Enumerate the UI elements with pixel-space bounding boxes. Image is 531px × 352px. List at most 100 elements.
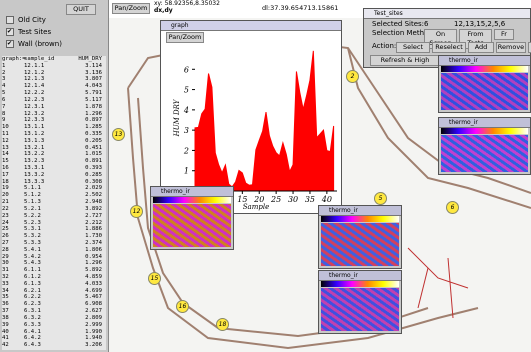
refresh-button[interactable]: Refresh & High <box>370 55 440 66</box>
table-cell: 6.4.1 <box>24 328 41 335</box>
label: Selection Method <box>372 29 433 37</box>
table-cell: 1.878 <box>85 103 102 110</box>
action-button[interactable]: Add <box>468 42 494 53</box>
map-label: 18 <box>216 318 229 331</box>
table-cell: 22 <box>2 205 9 212</box>
checkbox-label: Test Sites <box>18 28 52 36</box>
dxdy: dx,dy <box>154 6 173 14</box>
table-row: 12 13.1.3 0.205 <box>2 138 106 145</box>
table-cell: 1 <box>2 62 6 69</box>
y-tick-label: 2 <box>183 146 189 155</box>
table-cell: 4 <box>2 83 6 90</box>
window-title: thermo_ir <box>439 56 530 66</box>
table-cell: 3 <box>2 76 6 83</box>
table-cell: 13.1.2 <box>24 130 45 137</box>
table-cell: 14 <box>2 151 9 158</box>
action-button[interactable]: Remove <box>496 42 526 53</box>
table-row: 37 6.3.1 2.627 <box>2 308 106 315</box>
table-row: 40 6.4.1 1.990 <box>2 329 106 336</box>
table-cell: 6.908 <box>85 301 102 308</box>
table-cell: HUM_DRY <box>78 56 102 62</box>
table-cell: 5.1.3 <box>24 199 41 206</box>
x-tick-label: 35 <box>305 195 315 204</box>
map-label: 16 <box>176 300 189 313</box>
table-cell: 35 <box>2 294 9 301</box>
table-cell: 5.2.3 <box>24 219 41 226</box>
x-tick-label: 20 <box>253 195 264 204</box>
table-cell: 1.730 <box>85 233 102 240</box>
table-cell: 42 <box>2 342 9 349</box>
window-title: Test_sites <box>364 9 530 19</box>
table-cell: 6.2.1 <box>24 287 41 294</box>
table-cell: 13.2.2 <box>24 151 45 158</box>
table-cell: 13.2.1 <box>24 144 45 151</box>
label: Action: <box>372 42 397 50</box>
checkbox-label: Old City <box>18 16 46 24</box>
table-cell: 2.029 <box>85 185 102 192</box>
quit-button[interactable]: QUIT <box>66 4 96 15</box>
table-cell: 5.3.3 <box>24 239 41 246</box>
map-label: 2 <box>346 70 359 83</box>
table-cell: 3.206 <box>85 342 102 349</box>
table-cell: 12.1.2 <box>24 69 45 76</box>
table-row: 4 12.1.4 4.043 <box>2 83 106 90</box>
table-cell: 6.3.1 <box>24 308 41 315</box>
thermo-window: thermo_ir <box>438 117 531 175</box>
table-cell: 5.117 <box>85 96 102 103</box>
table-cell: 0.393 <box>85 165 102 171</box>
table-row: 34 6.2.1 4.699 <box>2 288 106 295</box>
method-button[interactable]: Fr <box>494 29 514 40</box>
table-cell: 6.1.3 <box>24 280 41 287</box>
table-row: 15 13.2.3 0.891 <box>2 158 106 165</box>
table-cell: 36 <box>2 301 9 308</box>
table-cell: 38 <box>2 314 9 321</box>
thermo-scale <box>321 281 399 287</box>
table-row: 1 12.1.1 3.114 <box>2 63 106 70</box>
table-cell: 1.940 <box>85 335 102 342</box>
mode-button[interactable]: Pan/Zoom <box>166 32 204 43</box>
checkbox-label: Wall (brown) <box>18 40 62 48</box>
table-cell: graph:= <box>2 56 26 62</box>
table-cell: 1.806 <box>85 246 102 253</box>
window-title: thermo_ir <box>439 118 530 128</box>
thermo-image <box>441 135 528 172</box>
table-cell: 2 <box>2 69 6 76</box>
checkbox[interactable]: ✔ <box>6 40 14 48</box>
table-cell: 16 <box>2 165 9 171</box>
checkbox[interactable] <box>6 16 14 24</box>
map-label: 12 <box>130 205 143 218</box>
table-cell: 13.3.2 <box>24 171 45 178</box>
table-cell: 6.1.2 <box>24 274 41 280</box>
table-cell: 31 <box>2 267 9 274</box>
checkbox[interactable]: ✔ <box>6 28 14 36</box>
table-cell: 12.1.1 <box>24 62 45 69</box>
table-cell: 2.727 <box>85 212 102 219</box>
table-cell: 0.891 <box>85 158 102 165</box>
action-button[interactable]: Reselect <box>432 42 466 53</box>
table-cell: 5.1.1 <box>24 185 41 192</box>
table-cell: 13.3.3 <box>24 178 45 185</box>
table-cell: 1.296 <box>85 260 102 267</box>
table-row: 14 13.2.2 1.015 <box>2 151 106 158</box>
table-cell: 5.3.2 <box>24 233 41 240</box>
action-button[interactable]: Select <box>396 42 430 53</box>
map-roads <box>407 247 469 319</box>
thermo-scale <box>441 128 528 134</box>
table-cell: 0.451 <box>85 144 102 151</box>
table-row: 5 12.2.2 5.791 <box>2 90 106 97</box>
mode-button[interactable]: Pan/Zoom <box>112 3 150 14</box>
table-cell: 0.335 <box>85 130 102 137</box>
table-cell: 6.2.2 <box>24 294 41 301</box>
y-tick-label: 6 <box>184 65 189 74</box>
table-cell: 12.2.3 <box>24 96 45 103</box>
table-row: 2 12.1.2 3.136 <box>2 70 106 77</box>
window-title: graph <box>161 21 341 31</box>
table-cell: 8 <box>2 110 6 117</box>
table-row: 7 12.3.1 1.878 <box>2 104 106 111</box>
table-cell: 15 <box>2 158 9 165</box>
table-cell: 41 <box>2 335 9 342</box>
table-cell: 0.285 <box>85 171 102 178</box>
table-cell: 5.892 <box>85 267 102 274</box>
table-cell: 0.897 <box>85 117 102 124</box>
thermo-window: thermo_ir <box>318 270 402 334</box>
